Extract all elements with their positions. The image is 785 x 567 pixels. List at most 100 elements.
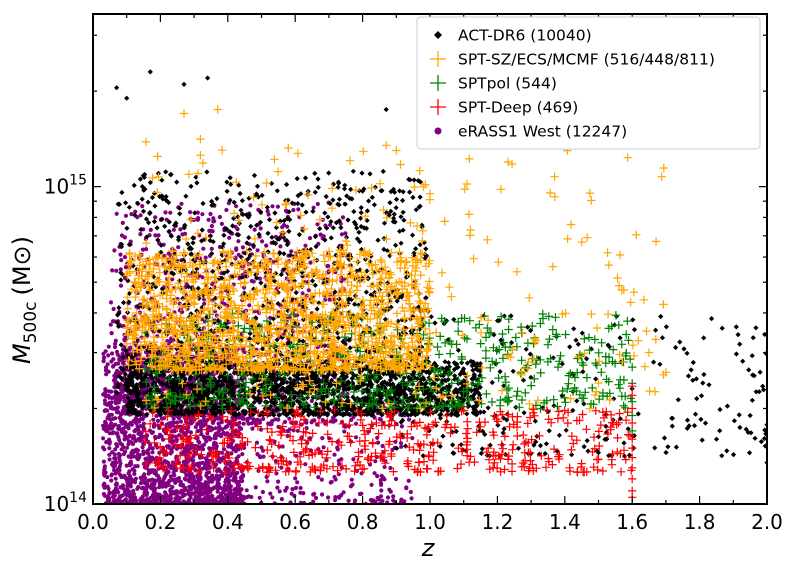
data-point [181,449,186,454]
data-point [179,488,184,493]
data-point [107,446,112,451]
data-point [233,476,238,481]
data-points [101,69,767,504]
data-point [287,427,292,432]
data-point [144,456,150,461]
data-point [121,486,126,491]
data-point [125,480,130,485]
data-point [208,475,213,480]
data-point [105,416,110,421]
data-point [193,424,198,430]
data-point [118,461,123,466]
data-point [142,490,147,495]
data-point [132,498,137,503]
data-point [398,441,404,446]
data-point [104,372,109,377]
data-point [137,453,142,458]
data-point [127,469,132,474]
data-point [229,492,234,497]
data-point [227,235,232,240]
data-point [103,408,108,413]
data-point [174,479,179,484]
data-point [385,495,391,500]
data-point [200,485,205,490]
data-point [101,351,106,356]
data-point [135,456,140,461]
data-point [108,300,114,305]
data-point [123,449,128,454]
data-point [325,264,330,269]
data-point [118,441,123,446]
data-point [295,428,300,433]
data-point [159,177,165,183]
data-point [408,489,413,495]
data-point [266,217,273,223]
data-point [159,484,164,489]
data-point [303,209,309,215]
data-point [188,474,193,479]
data-point [193,443,198,449]
data-point [145,451,150,456]
data-point [180,232,185,237]
data-point [276,479,281,484]
data-point [241,421,246,426]
data-point [112,493,117,498]
data-point [157,479,162,484]
data-point [359,471,364,476]
data-point [122,337,127,342]
data-point [237,498,242,503]
data-point [213,426,218,431]
data-point [123,200,129,206]
data-point [290,487,295,492]
data-point [102,390,107,396]
data-point [289,491,294,496]
data-point [152,203,158,209]
data-point [133,438,138,444]
data-point [402,499,407,504]
data-point [393,476,399,482]
data-point [190,420,195,425]
data-point [118,283,124,288]
data-point [163,169,169,175]
data-point [353,435,359,440]
data-point [409,496,414,501]
data-point [132,480,138,485]
data-point [134,447,139,452]
data-point [351,209,357,215]
data-point [101,359,106,364]
data-point [242,496,247,501]
data-point [275,485,280,490]
data-point [109,359,114,364]
data-point [108,426,114,431]
data-point [240,245,245,250]
data-point [388,489,393,494]
data-point [117,370,122,375]
data-point [111,363,116,369]
data-point [400,209,406,215]
data-point [281,223,287,228]
data-point [105,362,110,367]
data-point [118,412,123,417]
data-point [203,456,208,461]
data-point [101,459,106,464]
data-point [298,490,303,495]
data-point [178,479,183,484]
data-point [178,419,183,424]
data-point [166,444,171,449]
data-point [109,472,114,477]
data-point [104,367,109,372]
data-point [315,222,320,227]
data-point [168,451,173,456]
data-point [380,443,385,449]
data-point [203,437,208,442]
data-point [109,400,114,405]
data-point [200,466,205,471]
data-point [345,217,351,223]
data-point [184,472,189,478]
data-point [127,433,132,438]
data-point [212,445,217,450]
data-point [101,491,106,497]
data-point [318,232,323,237]
data-point [350,482,355,487]
data-point [112,373,117,378]
